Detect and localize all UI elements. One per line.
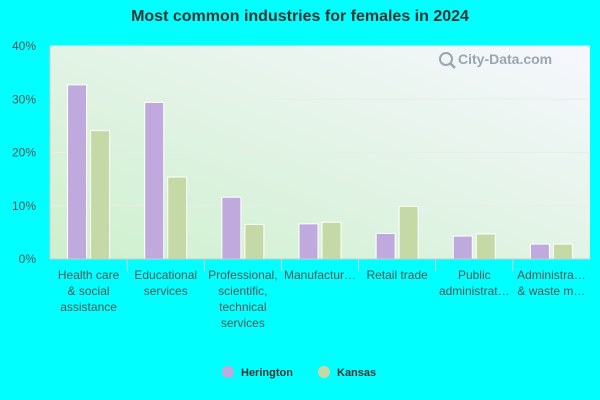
bar-herington[interactable] xyxy=(375,232,396,260)
y-tick-label: 0% xyxy=(19,252,37,266)
x-tick-label: Public administrat… xyxy=(439,268,510,298)
watermark: City-Data.com xyxy=(439,51,552,69)
x-tick-label: Manufactur… xyxy=(284,268,356,282)
magnifier-icon xyxy=(439,52,456,69)
bar-kansas[interactable] xyxy=(475,233,496,260)
watermark-text: City-Data.com xyxy=(458,51,552,67)
y-tick-label: 20% xyxy=(12,146,36,160)
axes: 0% 10% 20% 30% 40% Health care & social assista… xyxy=(12,39,590,330)
x-tick-label: Health care & social assistance xyxy=(58,268,120,314)
legend-swatch-kansas xyxy=(318,366,330,378)
legend-label-herington: Herington xyxy=(241,367,293,379)
legend: Herington Kansas xyxy=(222,366,376,379)
bar-herington[interactable] xyxy=(144,101,165,260)
x-tick-label: Educational services xyxy=(134,268,197,298)
bar-herington[interactable] xyxy=(298,223,319,260)
bar-kansas[interactable] xyxy=(552,243,573,260)
bar-kansas[interactable] xyxy=(398,205,419,260)
bar-kansas[interactable] xyxy=(167,176,188,260)
bar-kansas[interactable] xyxy=(90,130,111,260)
x-tick-label: Professional, scientific, technical service… xyxy=(208,268,277,330)
bar-kansas[interactable] xyxy=(244,223,265,260)
gridlines xyxy=(50,45,590,207)
chart-title: Most common industries for females in 20… xyxy=(131,8,469,25)
bar-herington[interactable] xyxy=(67,84,88,260)
bar-herington[interactable] xyxy=(529,243,550,260)
bar-herington[interactable] xyxy=(452,235,473,260)
bars xyxy=(67,84,573,260)
x-tick-label: Retail trade xyxy=(366,268,428,282)
legend-label-kansas: Kansas xyxy=(337,367,376,379)
y-tick-label: 30% xyxy=(12,92,36,106)
x-tick-label: Administra… & waste m… xyxy=(517,268,586,298)
y-tick-label: 40% xyxy=(12,39,36,53)
legend-swatch-herington xyxy=(222,366,234,378)
bar-kansas[interactable] xyxy=(321,221,342,260)
bar-herington[interactable] xyxy=(221,196,242,260)
y-tick-label: 10% xyxy=(12,199,36,213)
